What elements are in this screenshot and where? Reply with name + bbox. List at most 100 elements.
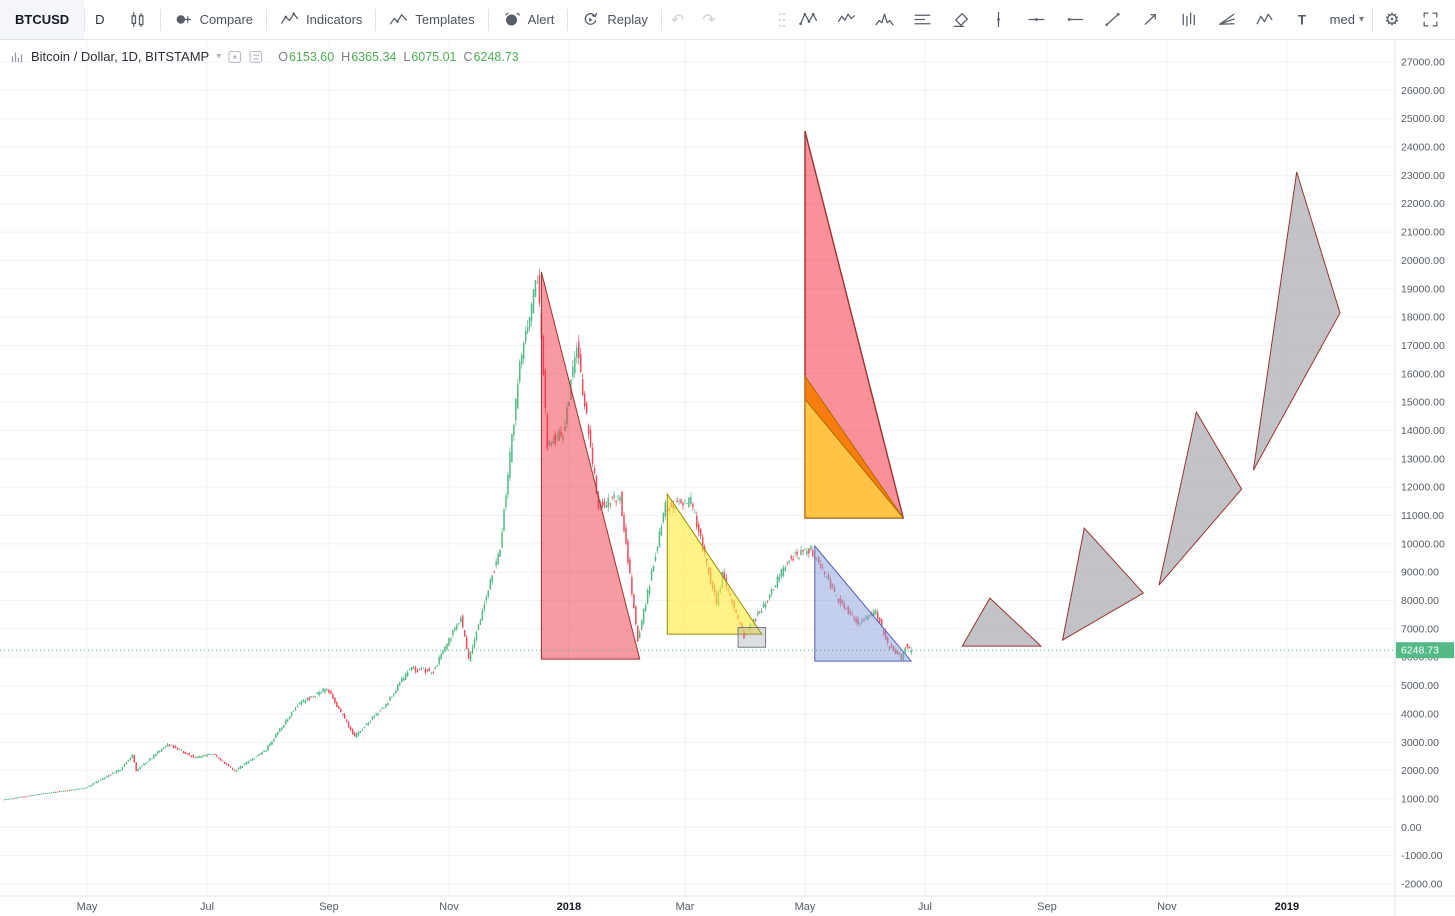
triangle-may-jun-decline[interactable] bbox=[814, 544, 913, 662]
templates-button[interactable]: Templates bbox=[376, 0, 487, 39]
triangle-dec-feb-decline[interactable] bbox=[540, 271, 641, 660]
horizontal-line-icon bbox=[1028, 18, 1045, 21]
candlestick-style-icon bbox=[131, 12, 144, 27]
legend: Bitcoin / Dollar, 1D, BITSTAMP ▾ O 6153.6… bbox=[10, 49, 526, 64]
compare-button[interactable]: Compare bbox=[161, 0, 266, 39]
indicators-button[interactable]: Indicators bbox=[267, 0, 375, 39]
drag-handle-icon[interactable] bbox=[774, 0, 790, 40]
toolbar-right: T med ▾ ⚙ bbox=[774, 0, 1455, 39]
close-label: C bbox=[463, 49, 473, 64]
svg-text:Nov: Nov bbox=[1157, 901, 1177, 913]
alert-clock-icon bbox=[504, 12, 520, 26]
svg-text:May: May bbox=[77, 901, 98, 913]
triangle-mar-apr-decline[interactable] bbox=[666, 492, 763, 635]
svg-text:0.00: 0.00 bbox=[1401, 822, 1422, 834]
vertical-line-tool[interactable] bbox=[980, 0, 1018, 40]
svg-text:4000.00: 4000.00 bbox=[1401, 708, 1439, 720]
legend-title[interactable]: Bitcoin / Dollar, 1D, BITSTAMP bbox=[31, 49, 210, 64]
horizontal-line-tool[interactable] bbox=[1018, 0, 1056, 40]
text-tool[interactable]: T bbox=[1284, 0, 1322, 40]
svg-text:15000.00: 15000.00 bbox=[1401, 397, 1445, 409]
replay-button[interactable]: Replay bbox=[568, 0, 660, 39]
eraser-tool[interactable] bbox=[942, 0, 980, 40]
svg-text:Jul: Jul bbox=[918, 901, 932, 913]
svg-text:May: May bbox=[795, 901, 816, 913]
legend-settings-icon[interactable] bbox=[249, 50, 263, 64]
svg-text:2018: 2018 bbox=[557, 901, 581, 913]
layout-dropdown[interactable]: med ▾ bbox=[1322, 0, 1372, 39]
svg-text:7000.00: 7000.00 bbox=[1401, 623, 1439, 635]
templates-icon bbox=[390, 14, 408, 25]
eraser-icon bbox=[953, 13, 969, 27]
svg-text:18000.00: 18000.00 bbox=[1401, 312, 1445, 324]
legend-eye-icon[interactable] bbox=[228, 50, 242, 64]
svg-text:6248.73: 6248.73 bbox=[1401, 645, 1439, 657]
svg-text:-2000.00: -2000.00 bbox=[1401, 879, 1443, 891]
fan-lines-tool[interactable] bbox=[1208, 0, 1246, 40]
svg-text:Sep: Sep bbox=[1037, 901, 1057, 913]
svg-text:23000.00: 23000.00 bbox=[1401, 170, 1445, 182]
elliott-wave-icon bbox=[838, 13, 856, 23]
triangle-forecast-nov[interactable] bbox=[1158, 410, 1243, 586]
chevron-down-icon[interactable]: ▾ bbox=[216, 51, 222, 62]
replay-icon bbox=[585, 12, 598, 25]
replay-label: Replay bbox=[607, 12, 648, 27]
indicators-icon bbox=[280, 12, 299, 24]
alert-label: Alert bbox=[527, 12, 555, 27]
svg-text:-1000.00: -1000.00 bbox=[1401, 850, 1443, 862]
fan-lines-icon bbox=[1219, 13, 1235, 25]
last-price-label: 6248.73 bbox=[1396, 642, 1454, 659]
highlight-box-april-low[interactable] bbox=[737, 627, 767, 648]
ohlc-readout: O 6153.60 H 6365.34 L 6075.01 C 6248.73 bbox=[278, 50, 526, 64]
undo-button[interactable]: ↶ bbox=[670, 11, 685, 29]
chevron-down-icon: ▾ bbox=[1358, 14, 1364, 25]
svg-text:16000.00: 16000.00 bbox=[1401, 368, 1445, 380]
zigzag-icon bbox=[1256, 13, 1273, 25]
chart-type-icon bbox=[11, 52, 23, 62]
svg-text:Nov: Nov bbox=[439, 901, 459, 913]
xabcd-pattern-tool[interactable] bbox=[790, 0, 828, 40]
redo-button[interactable]: ↷ bbox=[702, 11, 716, 29]
bars-pattern-tool[interactable] bbox=[1170, 0, 1208, 40]
svg-text:8000.00: 8000.00 bbox=[1401, 595, 1439, 607]
triangle-forecast-aug[interactable] bbox=[961, 597, 1043, 647]
head-shoulders-tool[interactable] bbox=[866, 0, 904, 40]
svg-text:25000.00: 25000.00 bbox=[1401, 113, 1445, 125]
compare-icon bbox=[176, 15, 191, 24]
axes bbox=[0, 40, 1455, 916]
interval-button[interactable]: D bbox=[95, 12, 105, 27]
separator bbox=[266, 8, 268, 31]
horizontal-lines-tool[interactable] bbox=[904, 0, 942, 40]
horizontal-ray-tool[interactable] bbox=[1056, 0, 1094, 40]
svg-text:11000.00: 11000.00 bbox=[1401, 510, 1444, 522]
separator bbox=[567, 8, 569, 31]
triangle-forecast-sep-oct[interactable] bbox=[1061, 527, 1145, 642]
svg-text:9000.00: 9000.00 bbox=[1401, 567, 1439, 579]
alert-button[interactable]: Alert bbox=[489, 0, 568, 39]
chart-pane[interactable]: -2000.00 -1000.00 0.00 1000.00 2000.00 3000.0… bbox=[0, 40, 1455, 916]
triangle-forecast-dec-jan[interactable] bbox=[1252, 171, 1341, 471]
elliott-wave-tool[interactable] bbox=[828, 0, 866, 40]
zigzag-tool[interactable] bbox=[1246, 0, 1284, 40]
horizontal-ray-icon bbox=[1068, 18, 1084, 21]
time-axis[interactable] bbox=[0, 896, 1455, 916]
trend-line-tool[interactable] bbox=[1094, 0, 1132, 40]
svg-text:27000.00: 27000.00 bbox=[1401, 57, 1445, 69]
fullscreen-button[interactable] bbox=[1411, 0, 1449, 40]
fullscreen-icon bbox=[1423, 12, 1437, 27]
arrow-tool[interactable] bbox=[1132, 0, 1170, 40]
separator bbox=[1372, 8, 1373, 31]
svg-text:Mar: Mar bbox=[676, 901, 695, 913]
drawings bbox=[540, 130, 1341, 662]
close-value: 6248.73 bbox=[473, 49, 519, 64]
triangle-projection-yellow[interactable] bbox=[804, 397, 905, 519]
symbol-button[interactable]: BTCUSD bbox=[0, 0, 85, 39]
svg-text:22000.00: 22000.00 bbox=[1401, 198, 1445, 210]
chart-canvas[interactable]: -2000.00 -1000.00 0.00 1000.00 2000.00 3000.0… bbox=[0, 40, 1455, 916]
price-axis-labels: -2000.00 -1000.00 0.00 1000.00 2000.00 3000.0… bbox=[1401, 57, 1445, 891]
candlestick-series bbox=[3, 268, 912, 801]
chart-style-button[interactable] bbox=[115, 0, 160, 39]
templates-label: Templates bbox=[415, 12, 475, 27]
separator bbox=[159, 8, 161, 31]
settings-button[interactable]: ⚙ bbox=[1373, 0, 1411, 40]
